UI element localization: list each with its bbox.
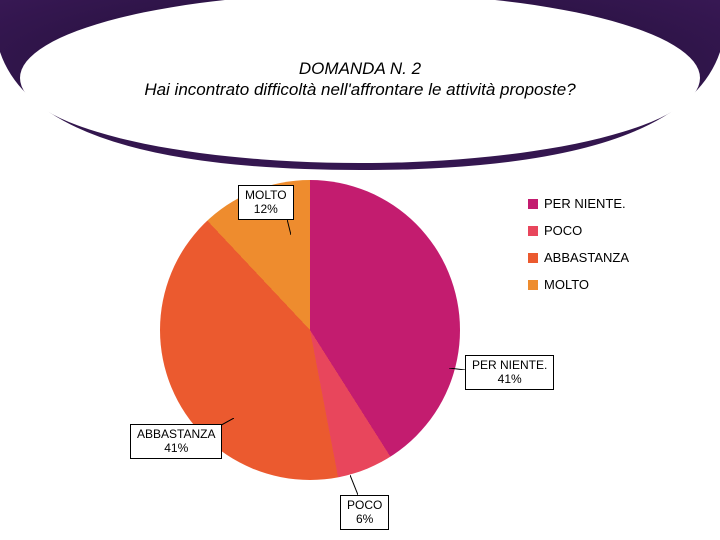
callout-label: POCO xyxy=(347,498,382,512)
callout-box: ABBASTANZA41% xyxy=(130,424,222,459)
legend-swatch xyxy=(528,199,538,209)
legend-item: PER NIENTE. xyxy=(528,196,629,211)
callout-box: MOLTO12% xyxy=(238,185,294,220)
callout-value: 41% xyxy=(137,441,215,455)
callout-value: 41% xyxy=(472,372,547,386)
callout-value: 12% xyxy=(245,202,287,216)
title-line-2: Hai incontrato difficoltà nell'affrontar… xyxy=(0,79,720,100)
callout-label: ABBASTANZA xyxy=(137,427,215,441)
callout-label: MOLTO xyxy=(245,188,287,202)
legend: PER NIENTE. POCO ABBASTANZA MOLTO xyxy=(528,196,629,304)
legend-item: ABBASTANZA xyxy=(528,250,629,265)
legend-label: PER NIENTE. xyxy=(544,196,626,211)
legend-label: MOLTO xyxy=(544,277,589,292)
callout-label: PER NIENTE. xyxy=(472,358,547,372)
legend-swatch xyxy=(528,253,538,263)
legend-label: POCO xyxy=(544,223,582,238)
callout-value: 6% xyxy=(347,512,382,526)
title-line-1: DOMANDA N. 2 xyxy=(0,58,720,79)
legend-swatch xyxy=(528,280,538,290)
legend-swatch xyxy=(528,226,538,236)
callout-box: PER NIENTE.41% xyxy=(465,355,554,390)
callout-box: POCO6% xyxy=(340,495,389,530)
title-block: DOMANDA N. 2 Hai incontrato difficoltà n… xyxy=(0,58,720,101)
legend-label: ABBASTANZA xyxy=(544,250,629,265)
legend-item: MOLTO xyxy=(528,277,629,292)
legend-item: POCO xyxy=(528,223,629,238)
